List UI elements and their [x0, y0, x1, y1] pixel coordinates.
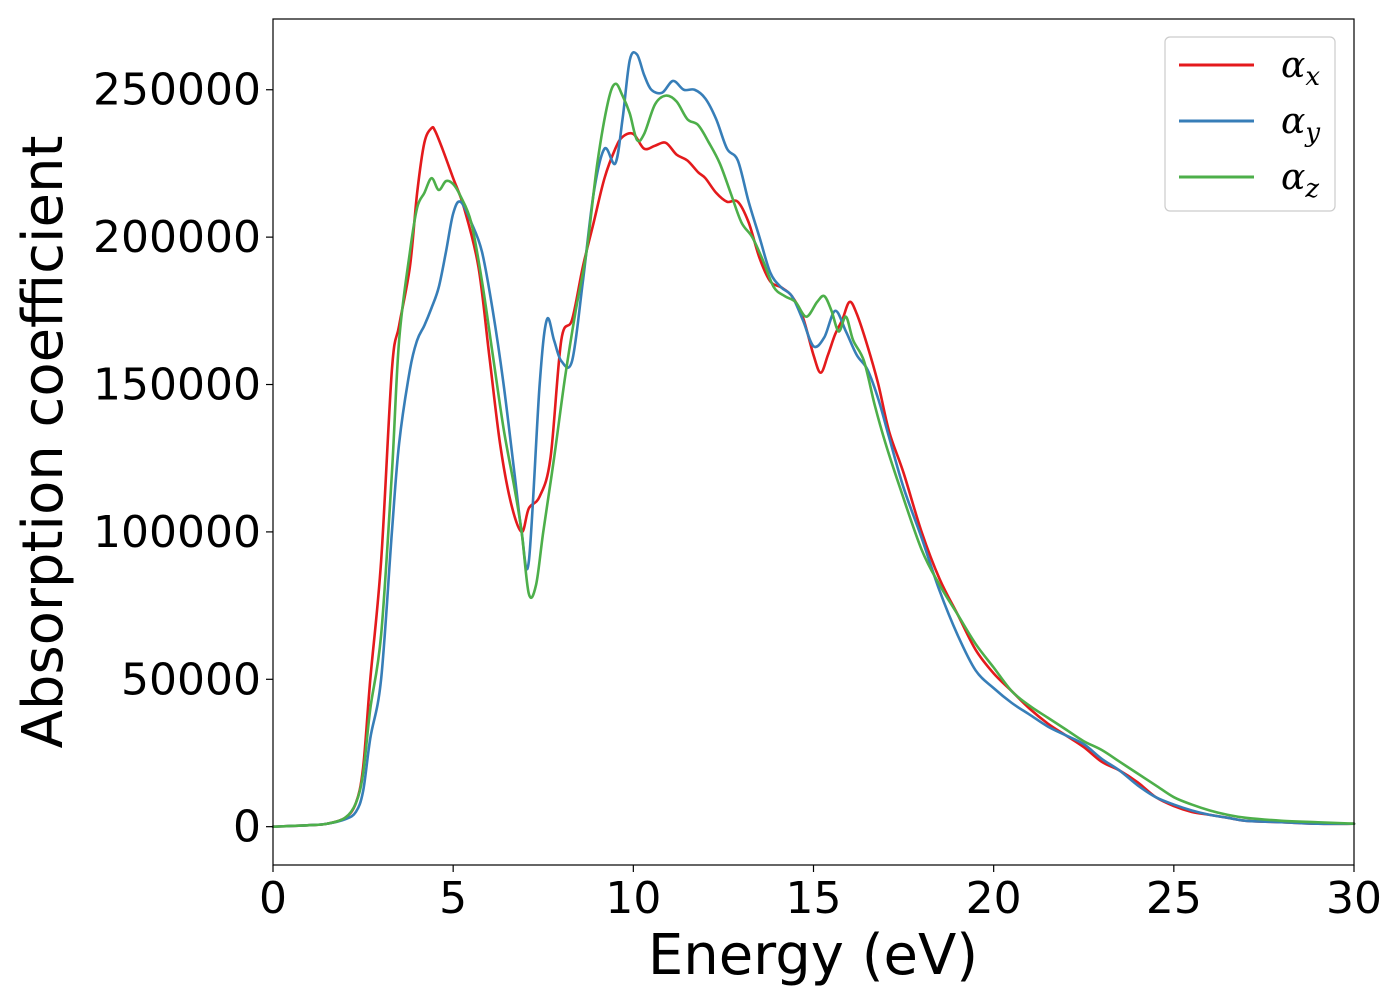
x-tick-label: 30: [1326, 873, 1382, 924]
legend-label: αx: [1281, 45, 1320, 92]
x-tick-label: 15: [786, 873, 842, 924]
legend-entry-x: αx: [1179, 45, 1320, 92]
series-layer: [271, 51, 1356, 828]
x-tick-label: 0: [259, 873, 287, 924]
series-line-z: [271, 82, 1356, 828]
y-tick-label: 50000: [121, 654, 261, 705]
legend-entry-z: αz: [1179, 157, 1319, 204]
legend-label: αz: [1281, 157, 1319, 204]
legend-entry-y: αy: [1179, 101, 1320, 148]
x-tick-label: 25: [1146, 873, 1202, 924]
x-tick-label: 5: [439, 873, 467, 924]
series-line-x: [271, 125, 1356, 828]
legend-entries: αx αy αz: [1179, 45, 1320, 204]
y-tick-label: 0: [233, 802, 261, 853]
x-axis-title: Energy (eV): [648, 923, 978, 988]
y-axis-title: Absorption coefficient: [11, 136, 76, 749]
legend: αx αy αz: [1164, 36, 1336, 212]
y-tick-label: 150000: [93, 360, 261, 411]
x-tick-label: 20: [966, 873, 1022, 924]
y-axis-ticks: 0 50000 100000 150000 200000 250000: [93, 65, 273, 853]
x-axis-ticks: 0 5 10 15 20 25 30: [259, 865, 1382, 924]
series-line-y: [271, 51, 1356, 828]
legend-box: [1164, 36, 1336, 212]
legend-label: αy: [1281, 101, 1320, 148]
y-tick-label: 100000: [93, 507, 261, 558]
x-tick-label: 10: [605, 873, 661, 924]
y-tick-label: 250000: [93, 65, 261, 116]
y-tick-label: 200000: [93, 212, 261, 263]
